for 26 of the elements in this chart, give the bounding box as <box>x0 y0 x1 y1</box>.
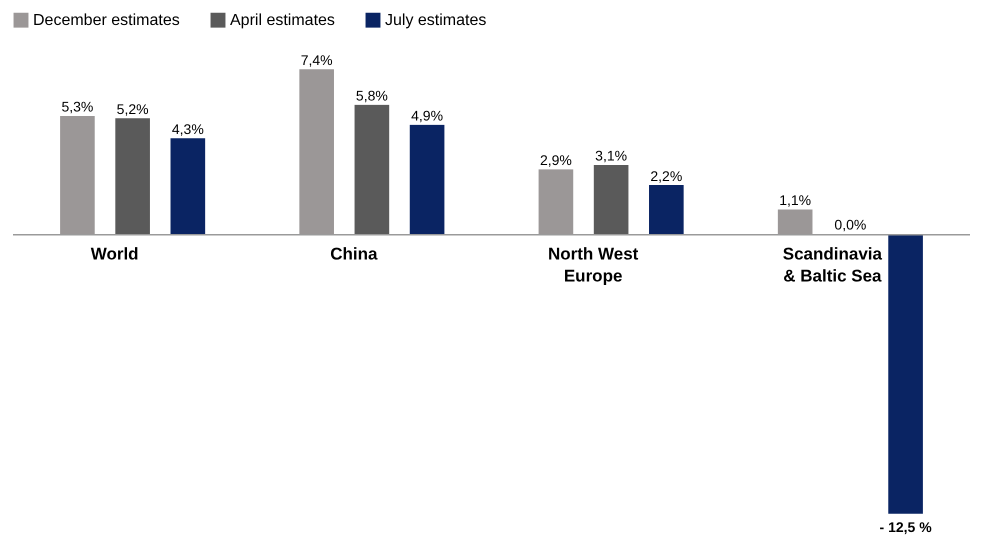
legend-label: April estimates <box>230 12 335 30</box>
bar <box>888 234 923 514</box>
x-tick-label: World <box>90 244 139 264</box>
bar <box>170 138 206 236</box>
data-label: 2,2% <box>650 168 682 184</box>
bar <box>649 185 684 236</box>
data-label: 5,2% <box>116 100 149 117</box>
bar <box>354 104 390 236</box>
x-tick-label: Scandinavia & Baltic Sea <box>782 244 883 286</box>
data-label: 4,9% <box>411 108 444 124</box>
data-label: - 12,5 % <box>880 519 932 535</box>
x-tick-label: North West Europe <box>548 244 639 286</box>
bar <box>410 124 444 236</box>
data-label: 1,1% <box>779 192 812 208</box>
data-label: 3,1% <box>595 148 628 164</box>
data-label: 5,3% <box>61 98 94 115</box>
legend-label: December estimates <box>33 12 180 30</box>
data-label: 4,3% <box>172 121 204 138</box>
data-label: 2,9% <box>540 152 572 168</box>
bar <box>594 164 628 236</box>
data-label: 5,8% <box>356 88 388 104</box>
data-label: 7,4% <box>300 52 333 68</box>
x-tick-label: China <box>330 244 378 264</box>
bar <box>115 118 150 236</box>
data-label: 0,0% <box>834 216 866 233</box>
legend-label: July estimates <box>385 12 486 30</box>
